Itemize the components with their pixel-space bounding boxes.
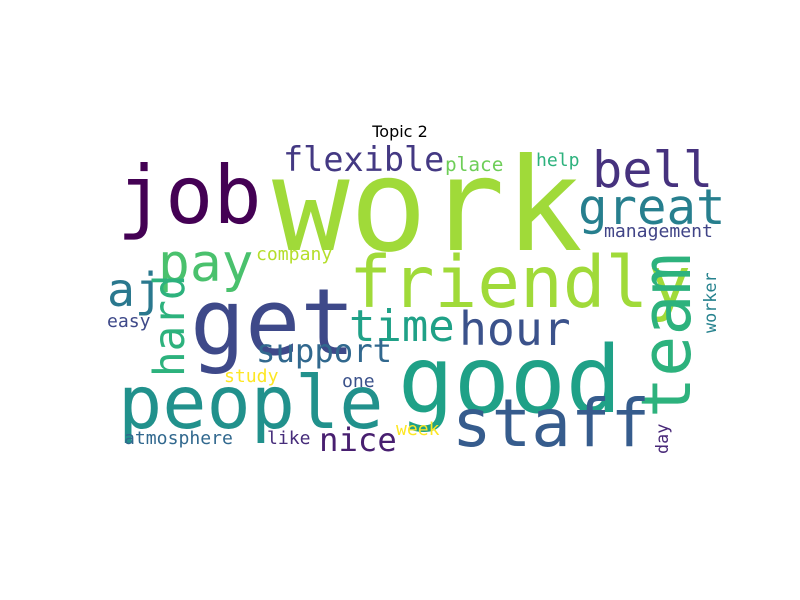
word-team: team	[628, 253, 707, 418]
word-aj: aj	[107, 263, 163, 317]
word-hour: hour	[459, 302, 571, 356]
word-support: support	[256, 332, 392, 370]
word-nice: nice	[319, 421, 397, 459]
word-good: good	[398, 326, 622, 434]
word-hard: hard	[145, 274, 195, 377]
word-management: management	[604, 221, 713, 242]
word-pay: pay	[158, 233, 254, 294]
word-day: day	[652, 424, 672, 454]
word-place: place	[445, 153, 503, 176]
word-worker: worker	[700, 272, 720, 333]
chart-title: Topic 2	[372, 122, 428, 141]
word-people: people	[118, 361, 384, 446]
word-study: study	[224, 366, 279, 387]
word-week: week	[396, 419, 440, 440]
word-time: time	[349, 301, 455, 352]
word-like: like	[267, 428, 311, 449]
word-friendly: friendly	[349, 241, 691, 324]
word-get: get	[190, 269, 355, 376]
word-company: company	[256, 244, 332, 265]
word-bell: bell	[592, 140, 713, 199]
word-help: help	[536, 150, 580, 171]
word-staff: staff	[452, 385, 650, 462]
word-easy: easy	[107, 311, 151, 332]
word-atmosphere: atmosphere	[124, 428, 233, 449]
word-work: work	[272, 131, 583, 281]
word-job: job	[117, 149, 262, 242]
word-one: one	[342, 371, 375, 392]
word-flexible: flexible	[283, 140, 444, 179]
word-great: great	[578, 179, 726, 236]
